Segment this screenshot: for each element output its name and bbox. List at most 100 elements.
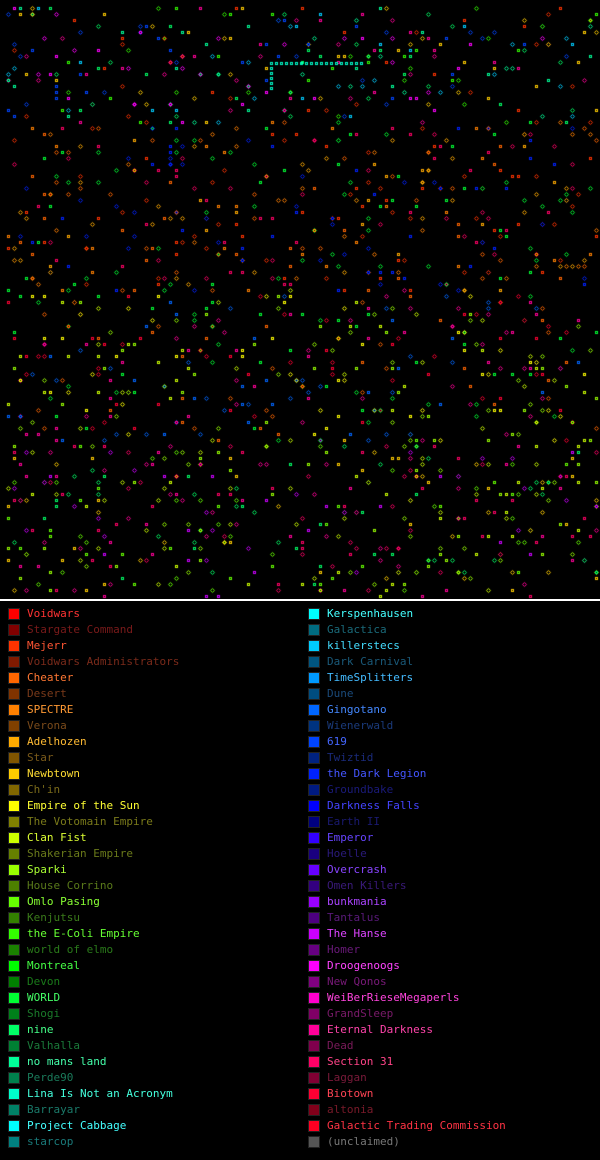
- legend-swatch: [308, 992, 320, 1004]
- legend-item: 619: [308, 734, 600, 750]
- legend-item: The Votomain Empire: [8, 814, 308, 830]
- legend-item: Kenjutsu: [8, 910, 308, 926]
- legend-item: Ch'in: [8, 782, 308, 798]
- legend-swatch: [8, 896, 20, 908]
- legend-label: Homer: [327, 943, 361, 956]
- legend-swatch: [8, 832, 20, 844]
- legend-label: Darkness Falls: [327, 799, 420, 812]
- legend-label: Overcrash: [327, 863, 387, 876]
- legend-label: WeiBerRieseMegaperls: [327, 991, 460, 1004]
- legend-label: Kerspenhausen: [327, 607, 414, 620]
- legend-swatch: [8, 752, 20, 764]
- legend-label: Clan Fist: [27, 831, 87, 844]
- legend-swatch: [8, 640, 20, 652]
- legend-label: nine: [27, 1023, 54, 1036]
- legend-item: nine: [8, 1022, 308, 1038]
- legend-label: Shakerian Empire: [27, 847, 133, 860]
- legend-label: no mans land: [27, 1055, 107, 1068]
- legend-swatch: [8, 688, 20, 700]
- legend-label: Desert: [27, 687, 67, 700]
- legend-item: Twiztid: [308, 750, 600, 766]
- legend-swatch: [8, 704, 20, 716]
- legend-label: Dead: [327, 1039, 354, 1052]
- legend-swatch: [8, 944, 20, 956]
- galaxy-map[interactable]: [0, 0, 600, 600]
- legend-item: bunkmania: [308, 894, 600, 910]
- legend-swatch: [308, 656, 320, 668]
- legend-label: GrandSleep: [327, 1007, 394, 1020]
- legend-item: world of elmo: [8, 942, 308, 958]
- legend-label: Cheater: [27, 671, 74, 684]
- legend-label: the E-Coli Empire: [27, 927, 140, 940]
- legend-label: Droogenoogs: [327, 959, 400, 972]
- legend-item: Section 31: [308, 1054, 600, 1070]
- legend-label: Barrayar: [27, 1103, 80, 1116]
- legend-item: Droogenoogs: [308, 958, 600, 974]
- legend-swatch: [8, 736, 20, 748]
- legend-label: bunkmania: [327, 895, 387, 908]
- legend-item: Shogi: [8, 1006, 308, 1022]
- legend-swatch: [8, 864, 20, 876]
- legend-item: Galactic Trading Commission: [308, 1118, 600, 1134]
- legend-label: starcop: [27, 1135, 74, 1148]
- legend-item: Emperor: [308, 830, 600, 846]
- legend-item: no mans land: [8, 1054, 308, 1070]
- legend-swatch: [308, 768, 320, 780]
- legend-swatch: [8, 992, 20, 1004]
- legend-item: killerstecs: [308, 638, 600, 654]
- legend-label: the Dark Legion: [327, 767, 427, 780]
- legend-swatch: [8, 880, 20, 892]
- legend-label: altonia: [327, 1103, 374, 1116]
- legend-column-right: Kerspenhausen Galactica killerstecs Dark Ca…: [308, 606, 600, 1150]
- legend-item: Gingotano: [308, 702, 600, 718]
- legend-item: Lina Is Not an Acronym: [8, 1086, 308, 1102]
- legend-item: Shakerian Empire: [8, 846, 308, 862]
- legend-item: SPECTRE: [8, 702, 308, 718]
- legend-swatch: [308, 880, 320, 892]
- legend-item: Clan Fist: [8, 830, 308, 846]
- legend-label: Empire of the Sun: [27, 799, 140, 812]
- legend-label: Earth II: [327, 815, 380, 828]
- legend-item: Star: [8, 750, 308, 766]
- legend-item: starcop: [8, 1134, 308, 1150]
- legend-item: The Hanse: [308, 926, 600, 942]
- legend-label: Hoelle: [327, 847, 367, 860]
- legend-item: (unclaimed): [308, 1134, 600, 1150]
- legend-label: Adelhozen: [27, 735, 87, 748]
- legend-swatch: [308, 944, 320, 956]
- legend-label: Emperor: [327, 831, 374, 844]
- legend-swatch: [308, 784, 320, 796]
- legend-item: WeiBerRieseMegaperls: [308, 990, 600, 1006]
- legend-label: Newbtown: [27, 767, 80, 780]
- legend-swatch: [8, 1056, 20, 1068]
- legend-item: Barrayar: [8, 1102, 308, 1118]
- legend-label: Valhalla: [27, 1039, 80, 1052]
- legend-item: Tantalus: [308, 910, 600, 926]
- legend-label: TimeSplitters: [327, 671, 414, 684]
- legend-label: Dune: [327, 687, 354, 700]
- legend-item: Hoelle: [308, 846, 600, 862]
- legend-item: Voidwars Administrators: [8, 654, 308, 670]
- legend-label: Montreal: [27, 959, 80, 972]
- legend-swatch: [308, 704, 320, 716]
- legend-swatch: [8, 624, 20, 636]
- legend-label: Galactica: [327, 623, 387, 636]
- map-divider: [0, 599, 600, 601]
- legend-item: Eternal Darkness: [308, 1022, 600, 1038]
- legend-swatch: [308, 976, 320, 988]
- legend-swatch: [8, 720, 20, 732]
- legend-swatch: [308, 832, 320, 844]
- legend-label: Voidwars: [27, 607, 80, 620]
- legend-swatch: [8, 928, 20, 940]
- legend-swatch: [8, 816, 20, 828]
- legend-label: House Corrino: [27, 879, 114, 892]
- legend-item: Verona: [8, 718, 308, 734]
- legend-swatch: [8, 784, 20, 796]
- legend-label: WORLD: [27, 991, 61, 1004]
- legend-swatch: [8, 912, 20, 924]
- legend-swatch: [308, 896, 320, 908]
- legend-swatch: [8, 1040, 20, 1052]
- legend-swatch: [308, 960, 320, 972]
- legend-swatch: [308, 1024, 320, 1036]
- legend-swatch: [308, 1056, 320, 1068]
